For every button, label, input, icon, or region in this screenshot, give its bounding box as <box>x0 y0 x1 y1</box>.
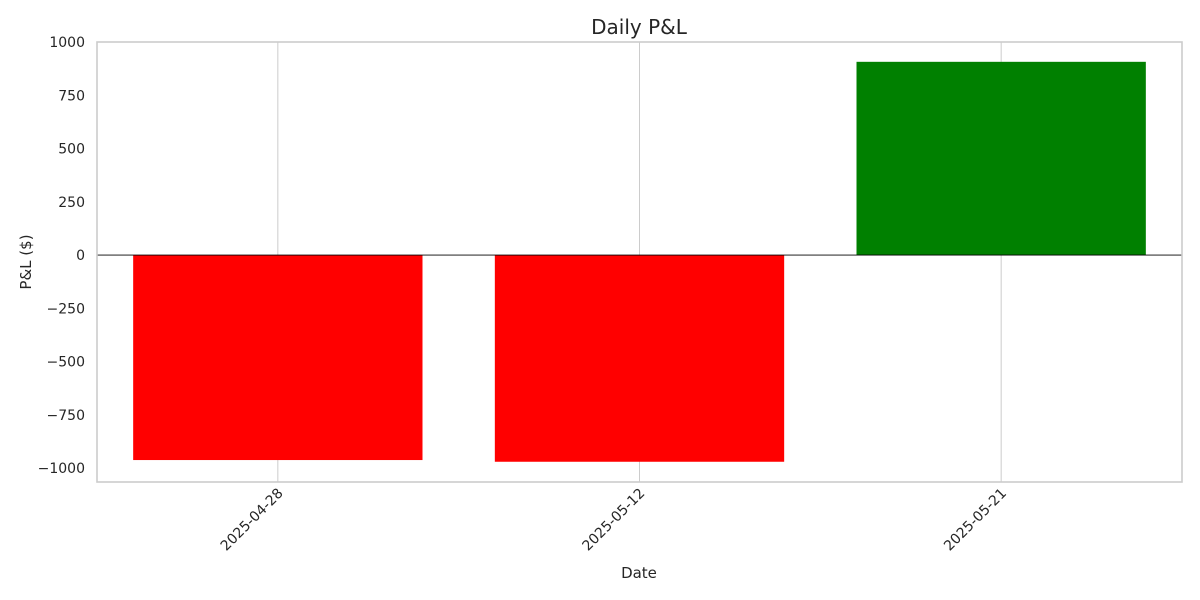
y-tick-label: 0 <box>76 248 85 264</box>
y-tick-label: 500 <box>58 142 85 158</box>
y-tick-labels: −1000 −750 −500 −250 0 250 500 750 1000 <box>38 35 85 477</box>
x-axis-label: Date <box>621 564 657 582</box>
bar-2025-05-21 <box>856 61 1146 256</box>
y-tick-label: 250 <box>58 195 85 211</box>
bar-2025-05-12 <box>494 255 785 462</box>
plot-frame <box>96 41 1183 483</box>
y-tick-label: −250 <box>47 301 85 317</box>
x-tick-label: 2025-05-21 <box>941 486 1010 555</box>
bar-2025-04-28 <box>133 255 423 461</box>
x-tick-labels: 2025-04-28 2025-05-12 2025-05-21 <box>218 486 1010 555</box>
y-tick-label: 1000 <box>49 35 85 51</box>
axes-frame <box>96 41 1183 483</box>
y-tick-label: −750 <box>47 408 85 424</box>
chart-title: Daily P&L <box>591 15 688 39</box>
y-tick-label: 750 <box>58 88 85 104</box>
bars <box>133 61 1146 462</box>
y-tick-label: −500 <box>47 355 85 371</box>
y-axis-label: P&L ($) <box>17 234 35 289</box>
x-tick-label: 2025-05-12 <box>579 486 648 555</box>
x-tick-label: 2025-04-28 <box>218 486 287 555</box>
y-tick-label: −1000 <box>38 461 85 477</box>
